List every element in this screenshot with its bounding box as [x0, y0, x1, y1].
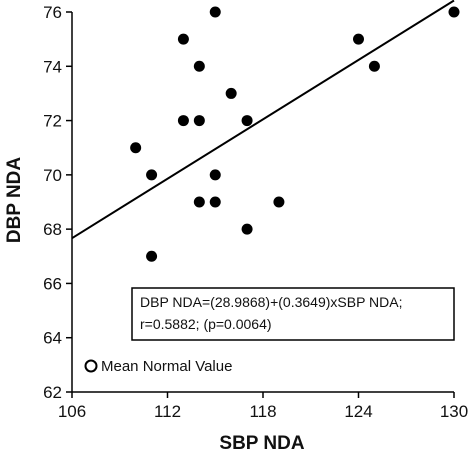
x-tick-label: 124	[344, 402, 372, 421]
data-point	[146, 250, 158, 262]
x-axis-label: SBP NDA	[219, 433, 304, 454]
data-point	[146, 169, 158, 181]
ticks: 106 112 118 124 130 62 64 66 68 70 72 74 76	[43, 3, 468, 421]
data-point	[209, 196, 221, 208]
y-tick-label: 62	[43, 383, 62, 402]
x-tick-label: 106	[58, 402, 86, 421]
x-tick-label: 112	[154, 402, 181, 421]
y-tick-label: 72	[43, 112, 62, 131]
legend: Mean Normal Value	[84, 358, 232, 375]
y-tick-label: 64	[43, 329, 62, 348]
legend-label: Mean Normal Value	[101, 358, 232, 375]
y-tick-label: 70	[43, 166, 62, 185]
data-point	[225, 87, 237, 99]
data-point	[241, 115, 253, 127]
data-point	[448, 6, 460, 18]
y-tick-label: 74	[43, 57, 62, 76]
y-tick-label: 66	[43, 274, 62, 293]
regression-line	[71, 0, 455, 240]
correlation-text: r=0.5882; (p=0.0064)	[140, 316, 272, 332]
legend-marker	[84, 359, 98, 373]
data-point	[209, 6, 221, 18]
data-point	[353, 33, 364, 45]
data-point	[209, 169, 221, 181]
equation-text: DBP NDA=(28.9868)+(0.3649)xSBP NDA;	[140, 294, 403, 310]
data-point	[193, 60, 205, 72]
data-points	[130, 6, 460, 262]
equation-box: DBP NDA=(28.9868)+(0.3649)xSBP NDA; r=0.…	[131, 287, 455, 341]
data-point	[368, 60, 380, 72]
data-point	[241, 223, 253, 235]
y-tick-label: 68	[43, 220, 62, 239]
x-tick-label: 130	[440, 402, 468, 421]
data-point	[193, 115, 205, 127]
y-tick-label: 76	[43, 3, 62, 22]
x-tick-label: 118	[249, 402, 276, 421]
y-axis-label: DBP NDA	[4, 157, 25, 243]
data-point	[130, 142, 142, 154]
data-point	[273, 196, 285, 208]
data-point	[177, 33, 189, 45]
data-point	[177, 115, 189, 127]
data-point	[193, 196, 205, 208]
